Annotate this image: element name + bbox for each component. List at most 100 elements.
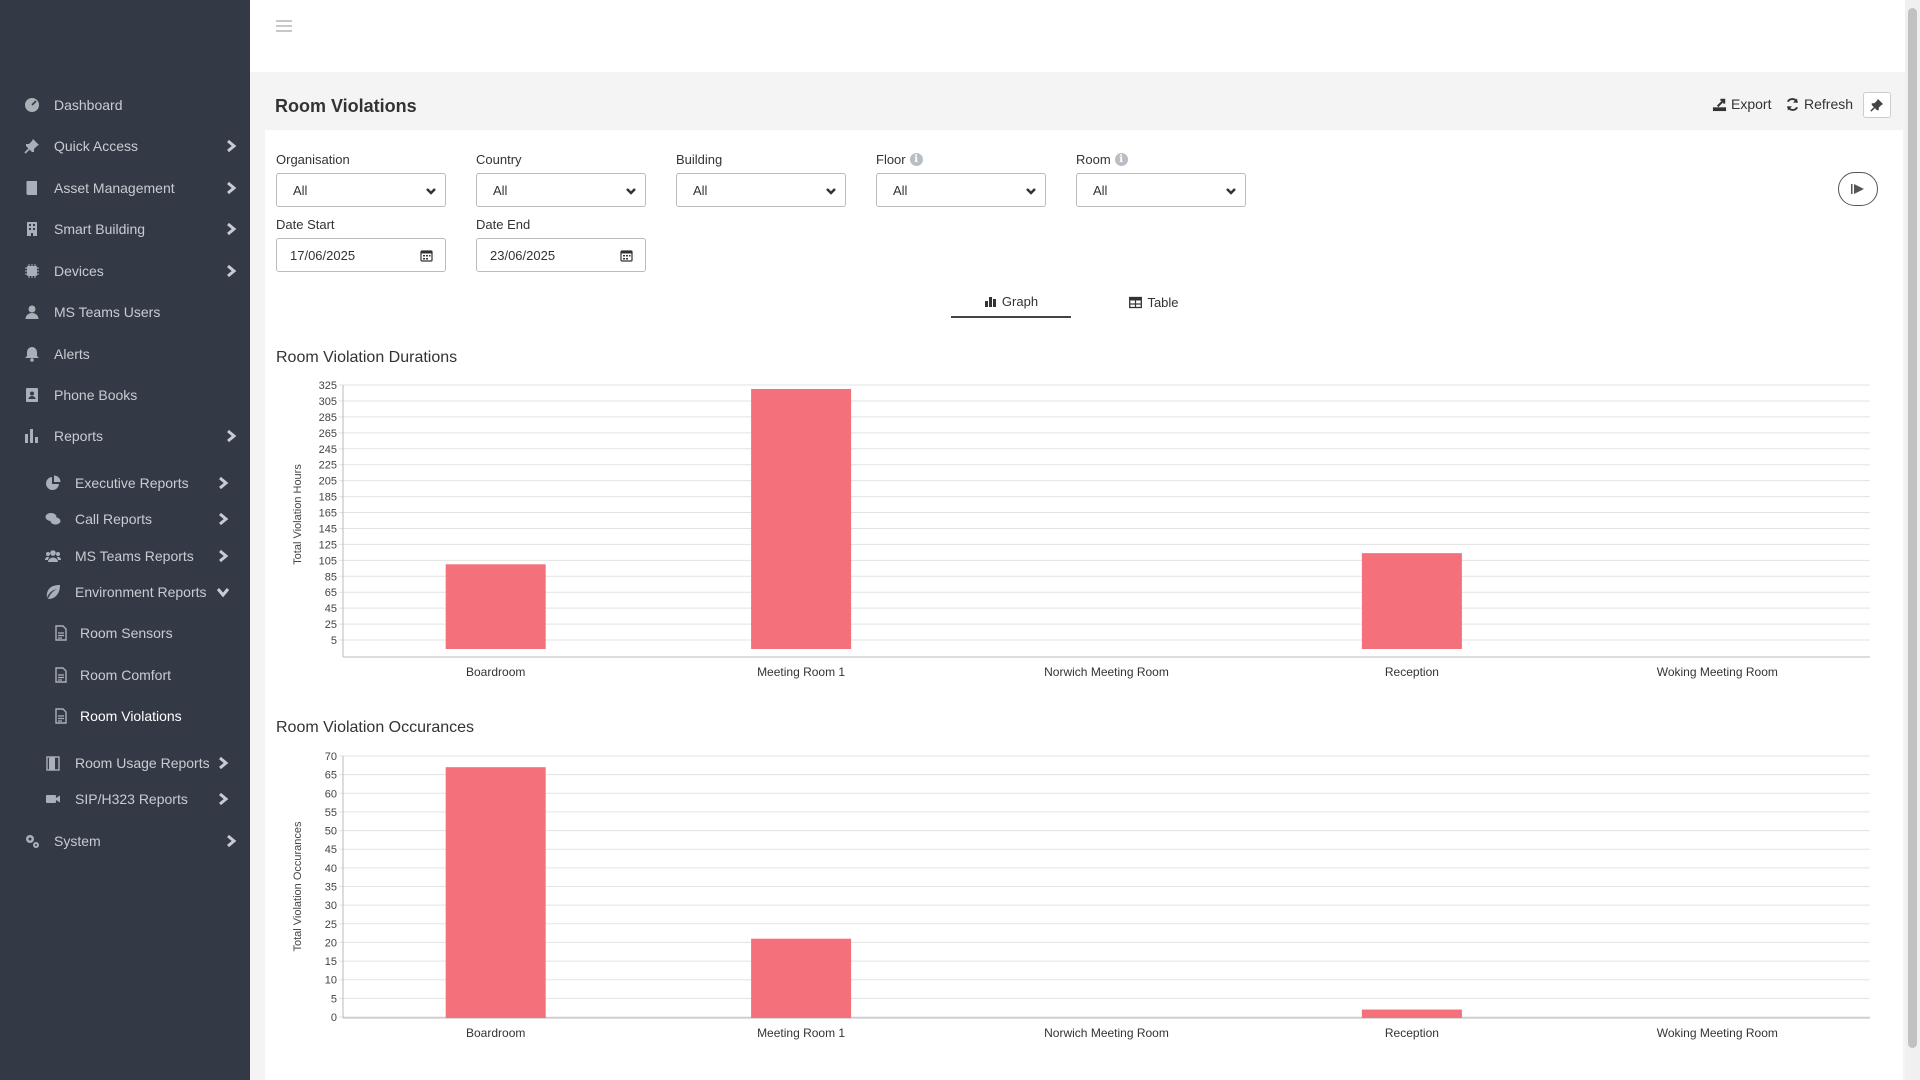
page-title: Room Violations: [275, 96, 417, 116]
building-label: Building: [676, 152, 723, 167]
pin-button[interactable]: [1863, 92, 1891, 118]
country-select[interactable]: All: [476, 173, 646, 207]
calendar-icon[interactable]: [620, 249, 633, 262]
date-end-input[interactable]: 23/06/2025: [476, 238, 646, 272]
sidebar-item-devices[interactable]: Devices: [0, 253, 250, 289]
organisation-select[interactable]: All: [276, 173, 446, 207]
chevron-right-icon[interactable]: [216, 476, 230, 490]
y-tick-label: 285: [319, 412, 337, 424]
x-tick-label: Meeting Room 1: [757, 1026, 845, 1040]
hamburger-menu-icon[interactable]: [276, 20, 292, 34]
chevron-down-icon: [825, 185, 837, 197]
tab-table[interactable]: Table: [1094, 286, 1214, 318]
chevron-right-icon[interactable]: [224, 181, 238, 195]
export-label: Export: [1731, 96, 1772, 112]
room-violation-durations-chart: 5 25 45 65 85 105 125 145 165 185 205 225 245 265 285 3…: [292, 380, 1870, 679]
bar[interactable]: [445, 767, 546, 1018]
sidebar-item-dashboard[interactable]: Dashboard: [0, 87, 250, 123]
y-tick-label: 325: [319, 380, 337, 392]
y-tick-label: 10: [325, 975, 337, 987]
info-icon[interactable]: i: [1114, 153, 1128, 166]
sidebar-item-reports[interactable]: Reports: [0, 418, 250, 454]
chevron-right-icon[interactable]: [216, 512, 230, 526]
chart-title: Room Violation Durations: [276, 349, 458, 366]
y-tick-label: 205: [319, 476, 337, 488]
bar[interactable]: [751, 388, 852, 649]
sidebar-item-label: Environment Reports: [75, 584, 207, 600]
chevron-right-icon[interactable]: [224, 429, 238, 443]
chevron-right-icon[interactable]: [216, 792, 230, 806]
sidebar-item-room-sensors[interactable]: Room Sensors: [0, 615, 250, 651]
y-tick-label: 40: [325, 863, 337, 875]
sidebar-item-label: Room Violations: [80, 708, 182, 724]
bar[interactable]: [1361, 1009, 1462, 1018]
bar[interactable]: [1361, 553, 1462, 649]
table-icon: [1129, 296, 1143, 308]
pin-icon: [1870, 98, 1884, 112]
y-axis-label: Total Violation Hours: [292, 464, 304, 565]
chevron-right-icon[interactable]: [216, 756, 230, 770]
organisation-label: Organisation: [276, 152, 350, 167]
chevron-right-icon[interactable]: [224, 264, 238, 278]
y-tick-label: 145: [319, 523, 337, 535]
sidebar-item-asset-management[interactable]: Asset Management: [0, 170, 250, 206]
tab-graph[interactable]: Graph: [951, 286, 1071, 318]
building-select[interactable]: All: [676, 173, 846, 207]
sidebar-item-label: Alerts: [54, 346, 90, 362]
bar[interactable]: [445, 564, 546, 649]
room-label: Room i: [1076, 152, 1128, 167]
sidebar-item-phone-books[interactable]: Phone Books: [0, 377, 250, 413]
sidebar-item-executive-reports[interactable]: Executive Reports: [0, 465, 250, 501]
x-tick-label: Meeting Room 1: [757, 665, 845, 679]
export-button[interactable]: Export: [1712, 96, 1771, 112]
y-tick-label: 65: [325, 587, 337, 599]
y-tick-label: 225: [319, 460, 337, 472]
scrollbar-thumb[interactable]: [1908, 8, 1917, 1048]
sidebar-item-call-reports[interactable]: Call Reports: [0, 501, 250, 537]
bar[interactable]: [751, 938, 852, 1018]
leaf-icon: [44, 583, 62, 601]
building-icon: [23, 220, 41, 238]
sidebar-item-ms-teams-reports[interactable]: MS Teams Reports: [0, 538, 250, 574]
scrollbar[interactable]: [1905, 0, 1920, 1080]
floor-select[interactable]: All: [876, 173, 1046, 207]
sidebar-item-label: Phone Books: [54, 387, 138, 403]
chevron-right-icon[interactable]: [224, 222, 238, 236]
chevron-right-icon[interactable]: [224, 834, 238, 848]
sidebar-item-room-comfort[interactable]: Room Comfort: [0, 657, 250, 693]
chevron-right-icon[interactable]: [216, 549, 230, 563]
y-axis-label: Total Violation Occurances: [292, 821, 304, 952]
sidebar-item-environment-reports[interactable]: Environment Reports: [0, 574, 250, 610]
chip-icon: [23, 262, 41, 280]
y-tick-label: 20: [325, 937, 337, 949]
sidebar-item-room-usage-reports[interactable]: Room Usage Reports: [0, 745, 250, 781]
user-icon: [23, 303, 41, 321]
y-tick-label: 25: [325, 619, 337, 631]
file-icon: [52, 707, 70, 725]
info-icon[interactable]: i: [909, 153, 923, 166]
sidebar-item-quick-access[interactable]: Quick Access: [0, 128, 250, 164]
sidebar-item-system[interactable]: System: [0, 823, 250, 859]
sidebar-item-smart-building[interactable]: Smart Building: [0, 211, 250, 247]
sidebar-item-ms-teams-users[interactable]: MS Teams Users: [0, 294, 250, 330]
floor-label: Floor i: [876, 152, 923, 167]
bell-icon: [23, 345, 41, 363]
top-bar: [250, 0, 1920, 72]
chevron-right-icon[interactable]: [224, 139, 238, 153]
sidebar-item-label: MS Teams Users: [54, 304, 161, 320]
date-start-input[interactable]: 17/06/2025: [276, 238, 446, 272]
book-icon: [23, 179, 41, 197]
dashboard-icon: [23, 96, 41, 114]
sidebar-item-sip-h323-reports[interactable]: SIP/H323 Reports: [0, 781, 250, 817]
y-tick-label: 165: [319, 508, 337, 520]
refresh-icon: [1786, 97, 1799, 111]
x-tick-label: Woking Meeting Room: [1657, 665, 1778, 679]
run-button[interactable]: [1838, 172, 1878, 206]
sidebar-item-room-violations[interactable]: Room Violations: [0, 698, 250, 734]
x-tick-label: Woking Meeting Room: [1657, 1026, 1778, 1040]
sidebar-item-alerts[interactable]: Alerts: [0, 336, 250, 372]
chevron-down-icon[interactable]: [216, 585, 230, 599]
room-select[interactable]: All: [1076, 173, 1246, 207]
calendar-icon[interactable]: [420, 249, 433, 262]
refresh-button[interactable]: Refresh: [1785, 96, 1853, 112]
